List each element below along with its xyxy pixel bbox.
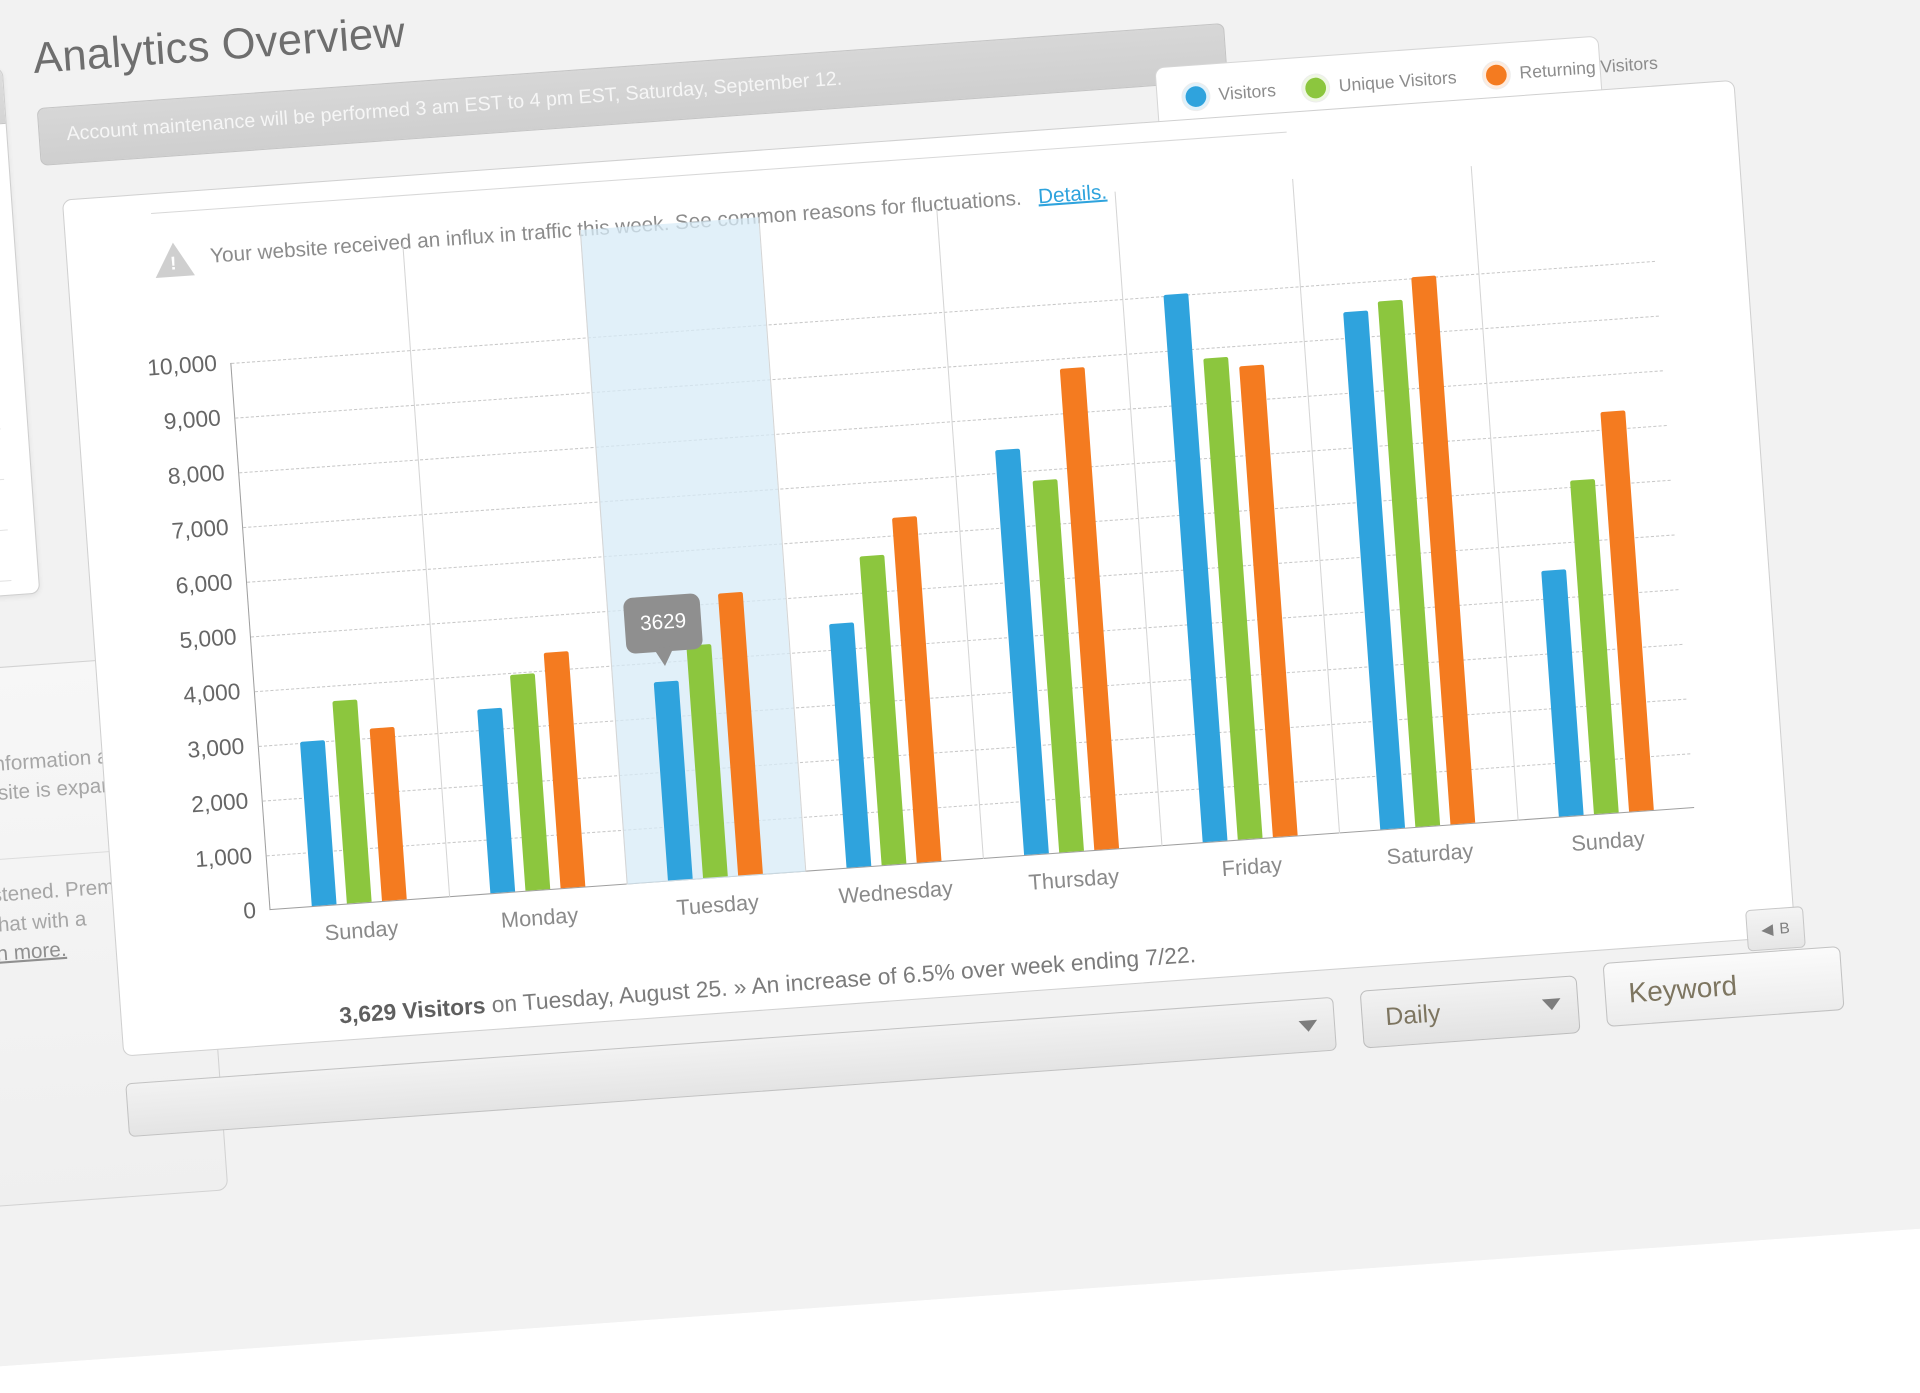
chevron-down-icon bbox=[1299, 1020, 1318, 1033]
legend-color-dot bbox=[1182, 82, 1211, 111]
chart-bar[interactable] bbox=[510, 673, 550, 891]
chart-bar[interactable] bbox=[333, 699, 372, 903]
chart-panel: Your website received an influx in traff… bbox=[62, 80, 1796, 1057]
y-axis-tick-label: 4,000 bbox=[183, 678, 242, 709]
sidebar-item-service-providers[interactable]: Service Providers bbox=[0, 581, 15, 627]
y-axis-tick-label: 8,000 bbox=[167, 459, 226, 490]
y-axis-tick-label: 7,000 bbox=[171, 514, 230, 545]
y-axis-tick-label: 1,000 bbox=[194, 842, 253, 873]
y-axis-tick-label: 0 bbox=[242, 897, 257, 925]
keyword-button[interactable]: Keyword bbox=[1603, 946, 1845, 1027]
y-axis-tick-label: 9,000 bbox=[163, 405, 222, 436]
chart-bar[interactable] bbox=[654, 680, 693, 880]
sidebar-item-search-engines[interactable]: Search Engines bbox=[0, 530, 11, 610]
x-axis-tick-label: Thursday bbox=[1028, 865, 1120, 896]
interval-select[interactable]: Daily bbox=[1360, 975, 1581, 1048]
x-axis-tick-label: Monday bbox=[500, 904, 579, 934]
sidebar-nav-list: Analytics OverviewCountry, State, CityEn… bbox=[0, 124, 40, 627]
chart-scroll-label: B bbox=[1779, 919, 1791, 937]
chart-tooltip: 3629 bbox=[623, 593, 703, 654]
legend-label: Returning Visitors bbox=[1519, 53, 1659, 84]
legend-label: Unique Visitors bbox=[1338, 68, 1457, 97]
legend-color-dot bbox=[1302, 74, 1331, 103]
x-axis-tick-label: Sunday bbox=[1570, 827, 1645, 857]
legend-label: Visitors bbox=[1218, 81, 1277, 106]
interval-select-value: Daily bbox=[1384, 1000, 1441, 1033]
x-axis-tick-label: Saturday bbox=[1386, 839, 1475, 870]
keyword-button-label: Keyword bbox=[1627, 969, 1738, 1009]
chevron-down-icon bbox=[1542, 998, 1561, 1011]
y-axis-tick-label: 3,000 bbox=[186, 733, 245, 764]
page-title: Analytics Overview bbox=[31, 7, 406, 83]
y-axis-tick-label: 10,000 bbox=[146, 350, 217, 382]
chevron-left-icon: ◀ bbox=[1761, 920, 1774, 939]
y-axis-tick-label: 2,000 bbox=[190, 788, 249, 819]
legend-color-dot bbox=[1482, 61, 1511, 90]
y-axis-tick-label: 6,000 bbox=[175, 569, 234, 600]
warning-icon bbox=[153, 241, 195, 278]
chart-bar[interactable] bbox=[687, 644, 728, 878]
chart-scroll-button[interactable]: ◀ B bbox=[1745, 906, 1806, 951]
chart-bar[interactable] bbox=[370, 727, 407, 901]
chart-bar[interactable] bbox=[477, 708, 515, 893]
x-axis-tick-label: Sunday bbox=[324, 917, 399, 947]
chart-footnote-lead: 3,629 Visitors bbox=[338, 992, 486, 1028]
chart-bar[interactable] bbox=[718, 592, 763, 876]
chart-bar[interactable] bbox=[829, 623, 871, 868]
y-axis-tick-label: 5,000 bbox=[179, 624, 238, 655]
learn-more-link[interactable]: Learn more. bbox=[0, 938, 67, 969]
details-link[interactable]: Details. bbox=[1037, 181, 1108, 210]
chart-bar[interactable] bbox=[300, 740, 337, 906]
x-axis-tick-label: Tuesday bbox=[676, 891, 760, 922]
sidebar-nav-card: Analytics OverviewCountry, State, CityEn… bbox=[0, 67, 40, 627]
legend-item[interactable]: Visitors bbox=[1182, 77, 1277, 111]
x-axis-tick-label: Wednesday bbox=[838, 877, 954, 910]
legend-item[interactable]: Unique Visitors bbox=[1302, 65, 1458, 103]
chart-bars bbox=[231, 261, 1694, 909]
x-axis-tick-label: Friday bbox=[1221, 853, 1283, 882]
chart-bar[interactable] bbox=[543, 651, 585, 888]
chart-tooltip-value: 3629 bbox=[639, 610, 687, 637]
legend-item[interactable]: Returning Visitors bbox=[1482, 50, 1658, 89]
chart-bar[interactable] bbox=[1541, 569, 1583, 817]
